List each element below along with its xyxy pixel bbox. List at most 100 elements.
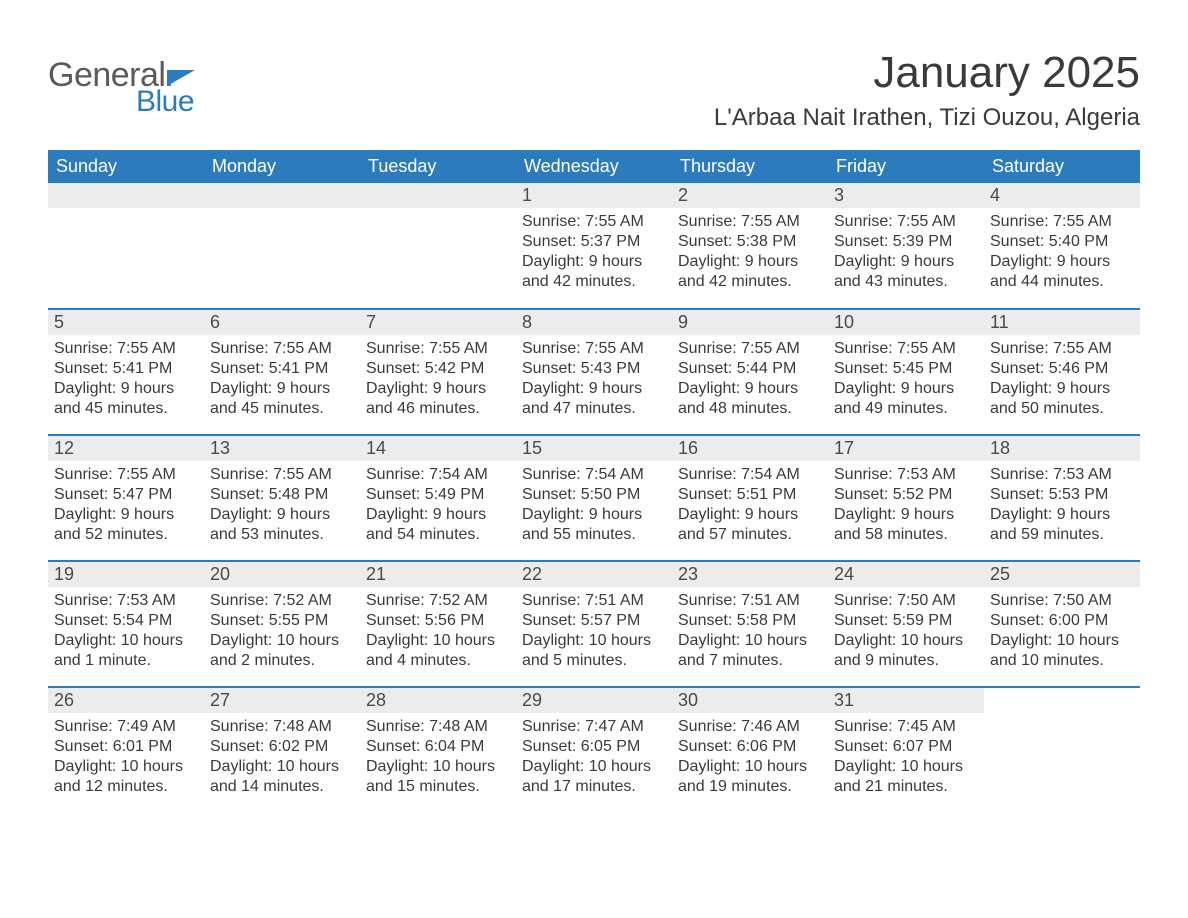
day-number: 13: [204, 436, 360, 461]
calendar-cell: 20Sunrise: 7:52 AM Sunset: 5:55 PM Dayli…: [204, 561, 360, 687]
calendar-cell: 18Sunrise: 7:53 AM Sunset: 5:53 PM Dayli…: [984, 435, 1140, 561]
day-details: Sunrise: 7:55 AM Sunset: 5:38 PM Dayligh…: [672, 208, 828, 296]
day-number: 14: [360, 436, 516, 461]
day-number: 29: [516, 688, 672, 713]
calendar-cell: 26Sunrise: 7:49 AM Sunset: 6:01 PM Dayli…: [48, 687, 204, 813]
calendar-cell: 24Sunrise: 7:50 AM Sunset: 5:59 PM Dayli…: [828, 561, 984, 687]
calendar-cell: 22Sunrise: 7:51 AM Sunset: 5:57 PM Dayli…: [516, 561, 672, 687]
calendar-row: 26Sunrise: 7:49 AM Sunset: 6:01 PM Dayli…: [48, 687, 1140, 813]
day-details: Sunrise: 7:48 AM Sunset: 6:04 PM Dayligh…: [360, 713, 516, 801]
calendar-cell: 11Sunrise: 7:55 AM Sunset: 5:46 PM Dayli…: [984, 309, 1140, 435]
day-details: Sunrise: 7:55 AM Sunset: 5:41 PM Dayligh…: [204, 335, 360, 423]
day-number: 19: [48, 562, 204, 587]
calendar-cell: 28Sunrise: 7:48 AM Sunset: 6:04 PM Dayli…: [360, 687, 516, 813]
day-details: Sunrise: 7:55 AM Sunset: 5:43 PM Dayligh…: [516, 335, 672, 423]
weekday-header: Friday: [828, 150, 984, 183]
day-number: 21: [360, 562, 516, 587]
day-details: Sunrise: 7:47 AM Sunset: 6:05 PM Dayligh…: [516, 713, 672, 801]
day-number: 8: [516, 310, 672, 335]
calendar-cell-empty: [984, 687, 1140, 813]
day-details: Sunrise: 7:55 AM Sunset: 5:37 PM Dayligh…: [516, 208, 672, 296]
day-details: Sunrise: 7:50 AM Sunset: 6:00 PM Dayligh…: [984, 587, 1140, 675]
calendar-cell: 30Sunrise: 7:46 AM Sunset: 6:06 PM Dayli…: [672, 687, 828, 813]
day-details: Sunrise: 7:52 AM Sunset: 5:55 PM Dayligh…: [204, 587, 360, 675]
day-number: 3: [828, 183, 984, 208]
logo: General Blue: [48, 40, 197, 119]
calendar-cell: 27Sunrise: 7:48 AM Sunset: 6:02 PM Dayli…: [204, 687, 360, 813]
day-number: 1: [516, 183, 672, 208]
day-number: 24: [828, 562, 984, 587]
day-details: Sunrise: 7:51 AM Sunset: 5:57 PM Dayligh…: [516, 587, 672, 675]
calendar-cell-empty: [360, 183, 516, 309]
day-number: 4: [984, 183, 1140, 208]
weekday-header: Tuesday: [360, 150, 516, 183]
day-details: Sunrise: 7:55 AM Sunset: 5:41 PM Dayligh…: [48, 335, 204, 423]
day-details: Sunrise: 7:51 AM Sunset: 5:58 PM Dayligh…: [672, 587, 828, 675]
day-details: Sunrise: 7:53 AM Sunset: 5:53 PM Dayligh…: [984, 461, 1140, 549]
day-details: Sunrise: 7:46 AM Sunset: 6:06 PM Dayligh…: [672, 713, 828, 801]
day-number: 27: [204, 688, 360, 713]
day-number: 17: [828, 436, 984, 461]
weekday-header: Wednesday: [516, 150, 672, 183]
calendar-row: 1Sunrise: 7:55 AM Sunset: 5:37 PM Daylig…: [48, 183, 1140, 309]
calendar-cell: 2Sunrise: 7:55 AM Sunset: 5:38 PM Daylig…: [672, 183, 828, 309]
calendar-cell: 25Sunrise: 7:50 AM Sunset: 6:00 PM Dayli…: [984, 561, 1140, 687]
day-details: Sunrise: 7:54 AM Sunset: 5:50 PM Dayligh…: [516, 461, 672, 549]
day-number: 28: [360, 688, 516, 713]
day-number: 30: [672, 688, 828, 713]
day-details: Sunrise: 7:53 AM Sunset: 5:52 PM Dayligh…: [828, 461, 984, 549]
flag-icon: [167, 64, 197, 86]
day-details: Sunrise: 7:48 AM Sunset: 6:02 PM Dayligh…: [204, 713, 360, 801]
day-number: 12: [48, 436, 204, 461]
location-subtitle: L'Arbaa Nait Irathen, Tizi Ouzou, Algeri…: [714, 104, 1140, 132]
day-number: 23: [672, 562, 828, 587]
day-details: Sunrise: 7:54 AM Sunset: 5:49 PM Dayligh…: [360, 461, 516, 549]
calendar-cell: 19Sunrise: 7:53 AM Sunset: 5:54 PM Dayli…: [48, 561, 204, 687]
day-details: Sunrise: 7:55 AM Sunset: 5:40 PM Dayligh…: [984, 208, 1140, 296]
day-details: Sunrise: 7:45 AM Sunset: 6:07 PM Dayligh…: [828, 713, 984, 801]
day-number: 5: [48, 310, 204, 335]
day-details: Sunrise: 7:55 AM Sunset: 5:39 PM Dayligh…: [828, 208, 984, 296]
logo-text-blue: Blue: [136, 85, 194, 119]
calendar-cell: 7Sunrise: 7:55 AM Sunset: 5:42 PM Daylig…: [360, 309, 516, 435]
weekday-header: Thursday: [672, 150, 828, 183]
calendar-cell: 8Sunrise: 7:55 AM Sunset: 5:43 PM Daylig…: [516, 309, 672, 435]
calendar-cell: 31Sunrise: 7:45 AM Sunset: 6:07 PM Dayli…: [828, 687, 984, 813]
day-number: 25: [984, 562, 1140, 587]
empty-daynum-bg: [360, 183, 516, 208]
calendar-page: General Blue January 2025 L'Arbaa Nait I…: [0, 0, 1188, 853]
day-number: 16: [672, 436, 828, 461]
day-details: Sunrise: 7:55 AM Sunset: 5:47 PM Dayligh…: [48, 461, 204, 549]
calendar-cell: 12Sunrise: 7:55 AM Sunset: 5:47 PM Dayli…: [48, 435, 204, 561]
day-details: Sunrise: 7:55 AM Sunset: 5:42 PM Dayligh…: [360, 335, 516, 423]
day-details: Sunrise: 7:55 AM Sunset: 5:46 PM Dayligh…: [984, 335, 1140, 423]
calendar-cell: 4Sunrise: 7:55 AM Sunset: 5:40 PM Daylig…: [984, 183, 1140, 309]
day-number: 2: [672, 183, 828, 208]
calendar-cell: 9Sunrise: 7:55 AM Sunset: 5:44 PM Daylig…: [672, 309, 828, 435]
day-number: 26: [48, 688, 204, 713]
weekday-header-row: SundayMondayTuesdayWednesdayThursdayFrid…: [48, 150, 1140, 183]
day-number: 9: [672, 310, 828, 335]
page-header: General Blue January 2025 L'Arbaa Nait I…: [48, 40, 1140, 146]
calendar-cell: 29Sunrise: 7:47 AM Sunset: 6:05 PM Dayli…: [516, 687, 672, 813]
calendar-row: 12Sunrise: 7:55 AM Sunset: 5:47 PM Dayli…: [48, 435, 1140, 561]
weekday-header: Monday: [204, 150, 360, 183]
calendar-cell: 13Sunrise: 7:55 AM Sunset: 5:48 PM Dayli…: [204, 435, 360, 561]
empty-daynum-bg: [204, 183, 360, 208]
day-details: Sunrise: 7:55 AM Sunset: 5:44 PM Dayligh…: [672, 335, 828, 423]
month-title: January 2025: [714, 48, 1140, 98]
day-details: Sunrise: 7:49 AM Sunset: 6:01 PM Dayligh…: [48, 713, 204, 801]
calendar-cell: 21Sunrise: 7:52 AM Sunset: 5:56 PM Dayli…: [360, 561, 516, 687]
calendar-cell: 6Sunrise: 7:55 AM Sunset: 5:41 PM Daylig…: [204, 309, 360, 435]
day-number: 31: [828, 688, 984, 713]
calendar-cell: 1Sunrise: 7:55 AM Sunset: 5:37 PM Daylig…: [516, 183, 672, 309]
day-details: Sunrise: 7:52 AM Sunset: 5:56 PM Dayligh…: [360, 587, 516, 675]
empty-daynum-bg: [48, 183, 204, 208]
calendar-cell: 3Sunrise: 7:55 AM Sunset: 5:39 PM Daylig…: [828, 183, 984, 309]
calendar-cell: 23Sunrise: 7:51 AM Sunset: 5:58 PM Dayli…: [672, 561, 828, 687]
day-number: 22: [516, 562, 672, 587]
calendar-table: SundayMondayTuesdayWednesdayThursdayFrid…: [48, 150, 1140, 813]
calendar-cell: 5Sunrise: 7:55 AM Sunset: 5:41 PM Daylig…: [48, 309, 204, 435]
day-details: Sunrise: 7:54 AM Sunset: 5:51 PM Dayligh…: [672, 461, 828, 549]
calendar-cell-empty: [48, 183, 204, 309]
